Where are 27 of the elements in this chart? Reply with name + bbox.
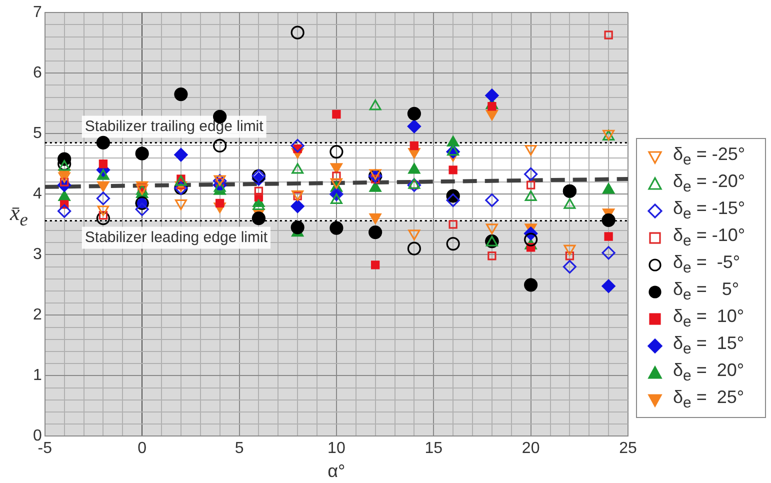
y-tick-label: 4: [32, 186, 42, 203]
ref-line-label: Stabilizer trailing edge limit: [84, 118, 264, 135]
legend-label: δ$_{e}$ = 25°: [673, 387, 744, 412]
legend-label: δ$_{e}$ = -5°: [673, 252, 740, 277]
legend-label: δ$_{e}$ = -25°: [673, 144, 746, 169]
y-axis-title: x̄$_{e}$: [10, 200, 28, 230]
legend-label: δ$_{e}$ = -10°: [673, 225, 746, 250]
legend-label: δ$_{e}$ = 15°: [673, 333, 744, 358]
y-tick-label: 5: [32, 125, 42, 142]
y-tick-label: 1: [32, 367, 42, 384]
ref-line-label: Stabilizer leading edge limit: [84, 228, 268, 246]
legend-label: δ$_{e}$ = 10°: [673, 306, 744, 331]
x-tick-label: 20: [522, 440, 540, 458]
x-tick-label: 0: [138, 440, 147, 458]
x-tick-label: 15: [424, 440, 443, 458]
legend-label: δ$_{e}$ = 20°: [673, 360, 744, 385]
y-tick-label: 3: [32, 246, 42, 264]
legend-label: δ$_{e}$ = -20°: [673, 171, 746, 196]
x-tick-label: 5: [234, 440, 244, 458]
y-tick-label: 6: [32, 64, 42, 82]
legend-label: δ$_{e}$ = 5°: [673, 279, 740, 304]
legend-label: δ$_{e}$ = -15°: [673, 198, 746, 223]
x-tick-label: 10: [328, 440, 346, 458]
y-tick-label: 7: [32, 4, 42, 22]
y-tick-label: 2: [32, 306, 42, 324]
x-axis-title: α°: [328, 461, 346, 482]
x-tick-label: 25: [619, 440, 637, 458]
